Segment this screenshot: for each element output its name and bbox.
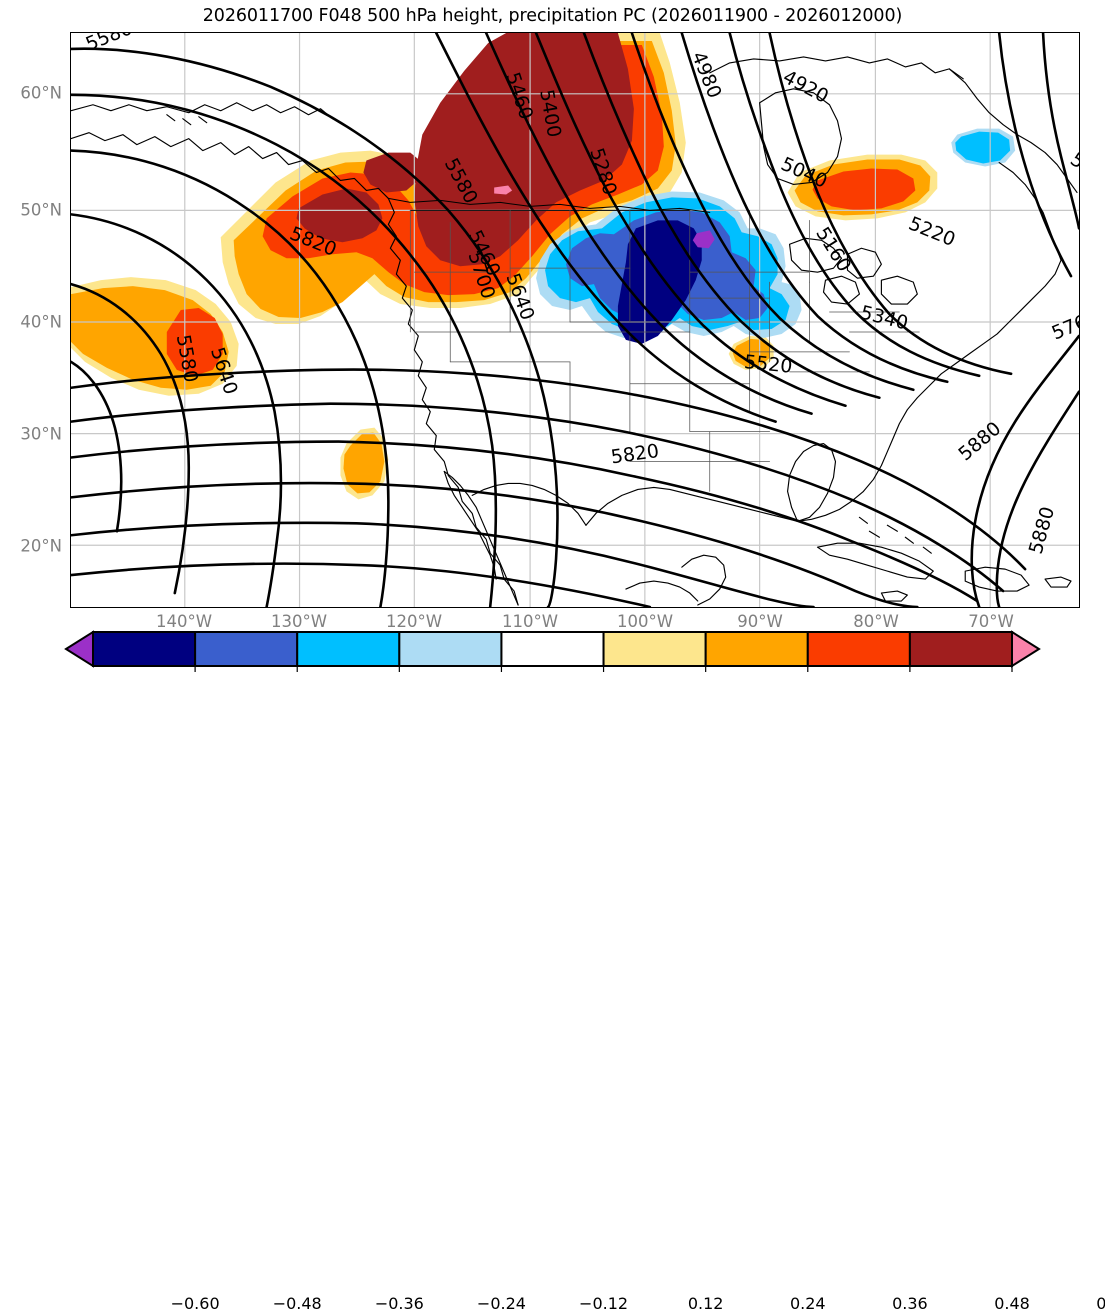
colorbar-swatch[interactable]	[704, 631, 809, 667]
shading-neg-0.24-quebec	[955, 131, 1011, 164]
contour-label: 5880	[1025, 504, 1059, 556]
colorbar-tick-label: 0.48	[994, 1294, 1030, 1313]
map-canvas: 5580 5820 5580 5640 5580 5460 5400 5460 …	[71, 33, 1079, 607]
map-plot-area[interactable]: 5580 5820 5580 5640 5580 5460 5400 5460 …	[70, 32, 1080, 608]
y-tick-label: 20°N	[20, 536, 62, 556]
colorbar-swatches[interactable]	[0, 628, 1105, 676]
colorbar-tick-label: −0.48	[272, 1294, 322, 1313]
colorbar-tick-label: 0.60	[1096, 1294, 1105, 1313]
contour-label: 5760	[1049, 306, 1079, 344]
contour-label: 5520	[743, 351, 793, 378]
colorbar-tick-label: 0.36	[892, 1294, 928, 1313]
y-tick-label: 60°N	[20, 83, 62, 103]
colorbar-cap-high[interactable]	[1011, 630, 1041, 668]
precip-pc-shading	[71, 33, 1016, 500]
shading-neg-0.60-central	[692, 230, 715, 249]
colorbar-tick-label: 0.12	[687, 1294, 724, 1313]
colorbar-swatch[interactable]	[806, 631, 911, 667]
colorbar-tick-label: −0.12	[579, 1294, 629, 1313]
colorbar-tick-label: −0.24	[476, 1294, 526, 1313]
y-tick-label: 50°N	[20, 200, 62, 220]
page-title: 2026011700 F048 500 hPa height, precipit…	[202, 6, 903, 26]
shading-pos-0.36-pacific-sw	[166, 308, 223, 376]
shading-pos-0.24-tennessee	[732, 338, 770, 367]
contour-label: 5820	[610, 440, 661, 468]
y-tick-label: 40°N	[20, 312, 62, 332]
colorbar-swatch[interactable]	[92, 631, 197, 667]
colorbar-swatch[interactable]	[602, 631, 707, 667]
contour-label: 5160	[811, 223, 855, 275]
shading-pos-0.60-speck	[494, 185, 513, 195]
colorbar[interactable]: −0.60 −0.48 −0.36 −0.24 −0.12 0.12 0.24 0.36 0.4…	[0, 628, 1105, 1313]
y-tick-label: 30°N	[20, 424, 62, 444]
shading-pos-0.24-baja	[343, 432, 385, 494]
contour-label: 5340	[858, 302, 910, 335]
contour-label: 5880	[954, 418, 1005, 466]
shading-pos-0.48-prairie-core	[414, 33, 634, 267]
shading-neg-0.48-central	[617, 220, 702, 344]
colorbar-swatch[interactable]	[194, 631, 299, 667]
colorbar-swatch[interactable]	[908, 631, 1014, 667]
colorbar-swatch[interactable]	[500, 631, 605, 667]
colorbar-tick-label: −0.60	[170, 1294, 220, 1313]
colorbar-cap-low[interactable]	[64, 630, 94, 668]
shading-pos-0.36-greatlakes	[812, 168, 916, 211]
colorbar-swatch[interactable]	[398, 631, 503, 667]
colorbar-swatch[interactable]	[296, 631, 401, 667]
contour-label: 5220	[905, 213, 958, 251]
height-contours	[71, 33, 1079, 607]
colorbar-tick-label: 0.24	[789, 1294, 826, 1313]
shading-pos-0.48-ak-core	[363, 152, 423, 193]
chart-root: 2026011700 F048 500 hPa height, precipit…	[0, 6, 1105, 1313]
colorbar-tick-label: −0.36	[374, 1294, 424, 1313]
